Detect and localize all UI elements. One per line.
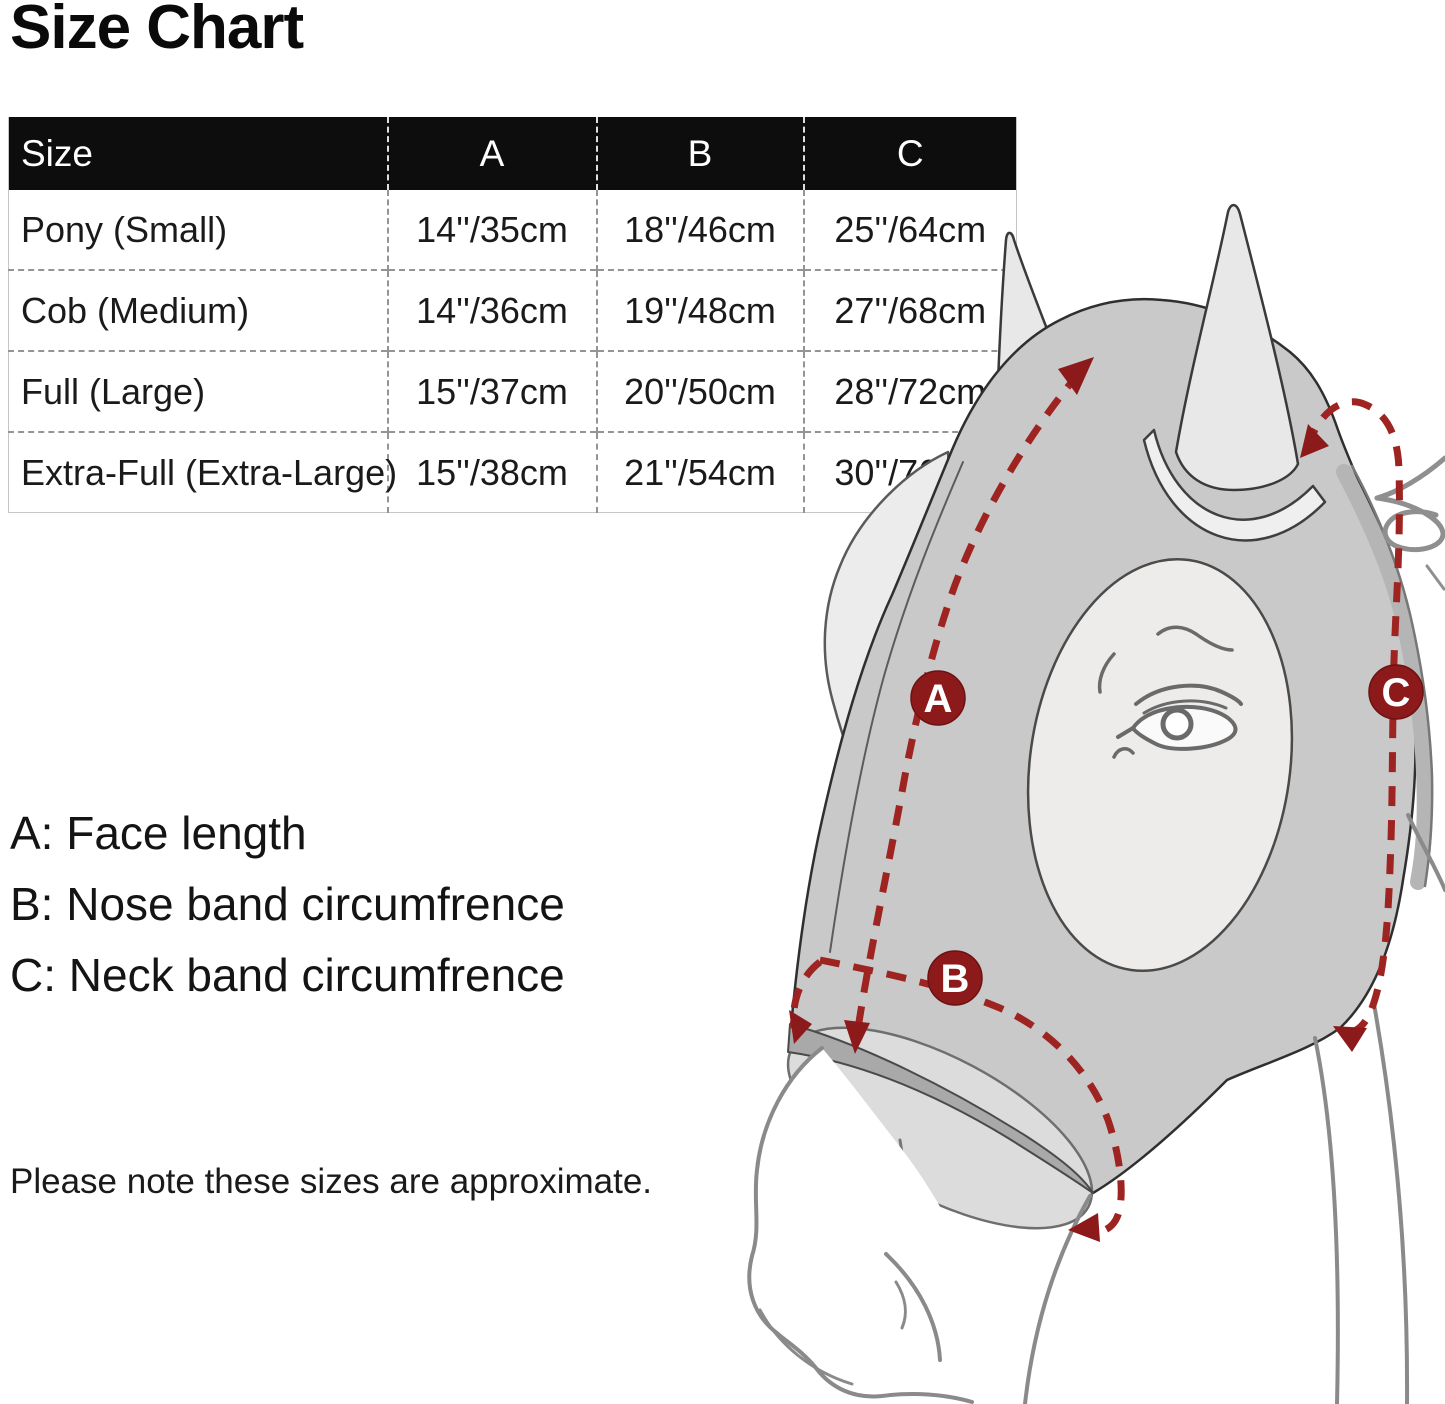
size-table: Size A B C Pony (Small) 14''/35cm 18''/4… [8, 117, 1017, 513]
mask-front-seam [829, 461, 964, 953]
page-title: Size Chart [10, 0, 304, 62]
label-b-circle [927, 950, 983, 1006]
cell-size-name: Cob (Medium) [8, 269, 388, 351]
legend-line-b: B: Nose band circumfrence [10, 878, 565, 930]
cell-value-b: 19''/48cm [595, 269, 804, 351]
right-ear [1174, 203, 1300, 492]
arrowhead-b-wrap [789, 1010, 812, 1044]
arrowhead-c-top [1300, 424, 1329, 458]
cell-value-a: 15''/37cm [386, 350, 597, 432]
approximate-sizes-note: Please note these sizes are approximate. [10, 1162, 653, 1201]
cell-value-a: 15''/38cm [386, 431, 597, 513]
eye-panel [1026, 557, 1294, 973]
nostril [884, 1252, 942, 1362]
muzzle-outline [747, 1046, 1092, 1404]
label-c-letter: C [1382, 671, 1411, 715]
header-cell-a: A [386, 117, 597, 190]
measurement-c-line [1304, 398, 1403, 1036]
arrowhead-b-end [1068, 1213, 1100, 1242]
arrowhead-a-top [1058, 357, 1094, 395]
cell-size-name: Full (Large) [8, 350, 388, 432]
measurement-labels: A B C [910, 664, 1424, 1006]
arrowhead-c-bottom [1333, 1026, 1367, 1052]
label-a-letter: A [924, 677, 953, 721]
neck-lines [1313, 813, 1445, 1404]
horse-eye [1097, 625, 1243, 759]
nose-band [787, 1023, 1094, 1194]
table-header-row: Size A B C [8, 117, 1017, 190]
cell-value-b: 18''/46cm [595, 190, 804, 270]
cell-size-name: Extra-Full (Extra-Large) [8, 431, 397, 513]
measurement-b-line [819, 956, 1125, 1237]
cell-value-b: 21''/54cm [595, 431, 804, 513]
legend-line-a: A: Face length [10, 807, 307, 859]
ear-hole-rim [1142, 428, 1327, 542]
label-b-letter: B [941, 957, 970, 1001]
label-a-circle [910, 670, 966, 726]
table-row: Cob (Medium) 14''/36cm 19''/48cm 27''/68… [8, 269, 1017, 351]
legend-line-c: C: Neck band circumfrence [10, 949, 565, 1001]
cell-value-a: 14''/35cm [386, 190, 597, 270]
cell-value-c: 25''/64cm [802, 190, 1017, 270]
arrowhead-a-bottom [844, 1020, 870, 1054]
cell-value-a: 14''/36cm [386, 269, 597, 351]
cell-value-c: 27''/68cm [802, 269, 1017, 351]
measurement-arrowheads [789, 357, 1367, 1242]
muzzle-fill [749, 1048, 1010, 1404]
table-row: Full (Large) 15''/37cm 20''/50cm 28''/72… [8, 350, 1017, 432]
header-cell-size: Size [8, 117, 388, 190]
label-c-circle [1368, 664, 1424, 720]
measurement-b-wrap-arc [789, 959, 823, 1029]
header-cell-b: B [595, 117, 804, 190]
measurement-legend: A: Face length B: Nose band circumfrence… [10, 798, 565, 1011]
header-cell-c: C [802, 117, 1017, 190]
cell-size-name: Pony (Small) [8, 190, 388, 270]
table-row: Extra-Full (Extra-Large) 15''/38cm 21''/… [8, 431, 1017, 513]
jaw-line [1023, 1194, 1092, 1404]
cell-value-b: 20''/50cm [595, 350, 804, 432]
table-row: Pony (Small) 14''/35cm 18''/46cm 25''/64… [8, 190, 1017, 270]
mouth-line [758, 1308, 854, 1386]
